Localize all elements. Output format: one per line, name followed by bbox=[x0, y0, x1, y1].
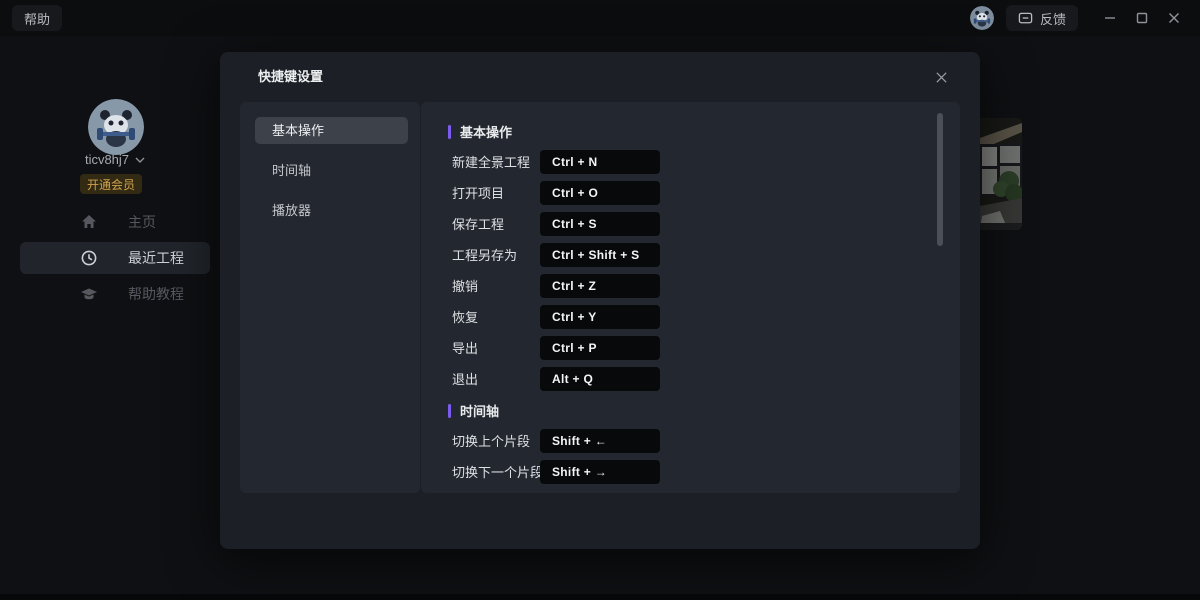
scrollbar-thumb[interactable] bbox=[937, 113, 943, 246]
shortcut-row: 退出 Alt + Q bbox=[421, 364, 960, 395]
graduation-cap-icon bbox=[80, 285, 98, 303]
shortcut-label: 打开项目 bbox=[452, 186, 505, 201]
dialog-tabs-panel: 基本操作时间轴播放器 bbox=[240, 102, 420, 493]
membership-button[interactable]: 开通会员 bbox=[80, 174, 142, 194]
sidebar-item-1[interactable]: 最近工程 bbox=[20, 242, 210, 274]
shortcut-row: 工程另存为 Ctrl + Shift + S bbox=[421, 240, 960, 271]
close-icon bbox=[1169, 13, 1179, 23]
shortcut-label: 导出 bbox=[452, 341, 479, 356]
user-avatar-small[interactable] bbox=[969, 6, 994, 30]
section-accent-bar bbox=[448, 403, 451, 418]
shortcut-label: 工程另存为 bbox=[452, 248, 518, 263]
sidebar: ticv8hj7 开通会员 主页最近工程帮助教程 bbox=[0, 36, 230, 593]
tab-1[interactable]: 时间轴 bbox=[272, 163, 312, 178]
help-button[interactable]: 帮助 bbox=[12, 5, 63, 31]
shortcut-key-field[interactable]: Ctrl + P bbox=[540, 336, 660, 360]
tab-2[interactable]: 播放器 bbox=[272, 203, 312, 218]
section-title: 基本操作 bbox=[460, 125, 513, 140]
sidebar-item-label: 主页 bbox=[128, 214, 156, 230]
shortcut-label: 撤销 bbox=[452, 279, 479, 294]
maximize-icon bbox=[1136, 12, 1148, 24]
panda-avatar-icon bbox=[88, 99, 144, 155]
username-row[interactable]: ticv8hj7 bbox=[0, 152, 230, 167]
shortcut-key-field[interactable]: Ctrl + N bbox=[540, 150, 660, 174]
feedback-button-label: 反馈 bbox=[1039, 11, 1066, 27]
shortcut-label: 恢复 bbox=[452, 310, 479, 325]
titlebar: 帮助 反馈 bbox=[0, 0, 1200, 36]
panda-avatar-icon bbox=[969, 6, 994, 30]
shortcut-row: 新建全景工程 Ctrl + N bbox=[421, 147, 960, 178]
section-header: 基本操作 bbox=[421, 116, 960, 147]
shortcut-settings-dialog: 快捷键设置 基本操作 时间轴 播放器 基本操作 新建全景工程 Ctrl + N 打开项目 C… bbox=[220, 52, 980, 549]
shortcut-key-field[interactable]: Ctrl + Z bbox=[540, 274, 660, 298]
dialog-close-button[interactable] bbox=[929, 65, 953, 89]
close-window-button[interactable] bbox=[1162, 6, 1186, 30]
shortcut-key-field[interactable]: Ctrl + Y bbox=[540, 305, 660, 329]
shortcut-row: 切换上个片段 Shift + ← bbox=[421, 426, 960, 457]
shortcut-row: 切换下一个片段 Shift + → bbox=[421, 457, 960, 488]
minimize-icon bbox=[1105, 17, 1115, 19]
shortcut-key-field[interactable]: Ctrl + O bbox=[540, 181, 660, 205]
shortcut-key-field[interactable]: Shift + → bbox=[540, 460, 660, 484]
chat-icon bbox=[1018, 12, 1033, 23]
help-button-label: 帮助 bbox=[24, 11, 51, 27]
home-icon bbox=[80, 213, 98, 231]
shortcut-list: 基本操作新建全景工程 Ctrl + N 打开项目 Ctrl + O 保存工程 Ctrl +… bbox=[421, 116, 960, 488]
dialog-content-panel: 基本操作新建全景工程 Ctrl + N 打开项目 Ctrl + O 保存工程 Ctrl +… bbox=[421, 102, 960, 493]
membership-label: 开通会员 bbox=[86, 177, 135, 192]
section-header: 时间轴 bbox=[421, 395, 960, 426]
sidebar-nav: 主页最近工程帮助教程 bbox=[0, 206, 230, 310]
shortcut-row: 保存工程 Ctrl + S bbox=[421, 209, 960, 240]
window-controls bbox=[1098, 6, 1186, 30]
shortcut-row: 导出 Ctrl + P bbox=[421, 333, 960, 364]
shortcut-row: 恢复 Ctrl + Y bbox=[421, 302, 960, 333]
tab-0[interactable]: 基本操作 bbox=[255, 117, 408, 144]
minimize-button[interactable] bbox=[1098, 6, 1122, 30]
interior-photo bbox=[980, 118, 1022, 230]
shortcut-key-field[interactable]: Alt + Q bbox=[540, 367, 660, 391]
maximize-button[interactable] bbox=[1130, 6, 1154, 30]
user-avatar[interactable] bbox=[88, 99, 144, 155]
recent-project-thumbnail[interactable] bbox=[980, 118, 1022, 230]
close-icon bbox=[935, 71, 947, 83]
shortcut-key-field[interactable]: Ctrl + Shift + S bbox=[540, 243, 660, 267]
sidebar-item-0[interactable]: 主页 bbox=[20, 206, 210, 238]
dialog-title: 快捷键设置 bbox=[258, 69, 324, 84]
shortcut-label: 切换上个片段 bbox=[452, 434, 531, 449]
dialog-header: 快捷键设置 bbox=[220, 52, 980, 102]
shortcut-row: 打开项目 Ctrl + O bbox=[421, 178, 960, 209]
clock-icon bbox=[80, 249, 98, 267]
shortcut-label: 保存工程 bbox=[452, 217, 505, 232]
feedback-button[interactable]: 反馈 bbox=[1005, 5, 1078, 31]
section-accent-bar bbox=[448, 124, 451, 139]
sidebar-item-label: 最近工程 bbox=[128, 250, 184, 266]
sidebar-item-2[interactable]: 帮助教程 bbox=[20, 278, 210, 310]
shortcut-row: 撤销 Ctrl + Z bbox=[421, 271, 960, 302]
chevron-down-icon bbox=[135, 157, 145, 163]
username: ticv8hj7 bbox=[84, 152, 130, 167]
shortcut-label: 退出 bbox=[452, 372, 479, 387]
window-bottom-edge bbox=[0, 594, 1200, 600]
shortcut-label: 新建全景工程 bbox=[452, 155, 531, 170]
section-title: 时间轴 bbox=[460, 404, 500, 419]
sidebar-item-label: 帮助教程 bbox=[128, 286, 184, 302]
shortcut-key-field[interactable]: Ctrl + S bbox=[540, 212, 660, 236]
shortcut-key-field[interactable]: Shift + ← bbox=[540, 429, 660, 453]
shortcut-label: 切换下一个片段 bbox=[452, 465, 544, 480]
